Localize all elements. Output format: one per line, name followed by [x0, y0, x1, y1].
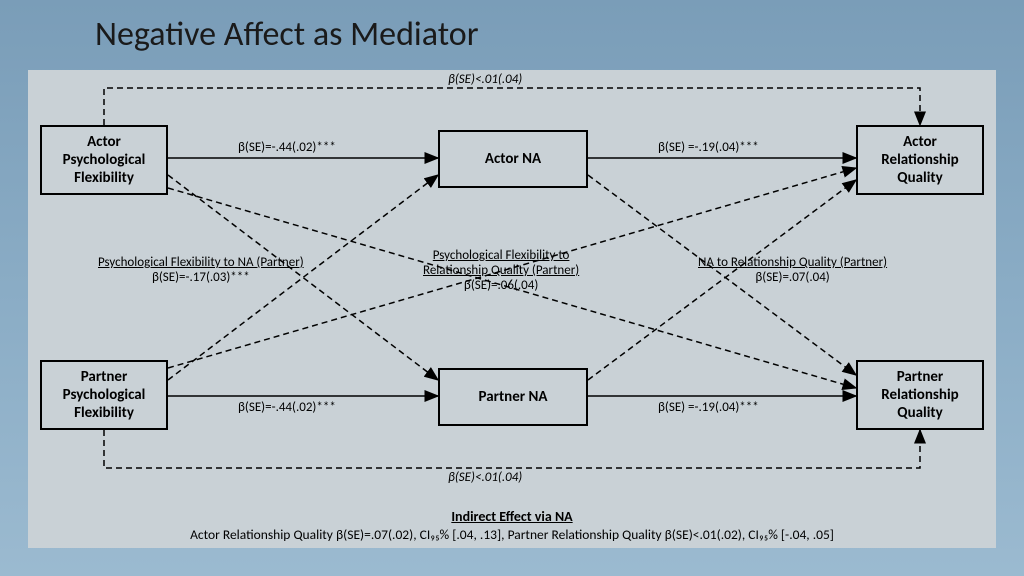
mediation-diagram: ActorPsychologicalFlexibility PartnerPsy… [28, 70, 996, 548]
coef-cross-na-rq: NA to Relationship Quality (Partner) β(S… [698, 255, 887, 285]
slide-title: Negative Affect as Mediator [0, 0, 1024, 55]
node-partner-na: Partner NA [438, 368, 588, 426]
node-partner-rq: PartnerRelationshipQuality [856, 360, 984, 430]
indirect-effect-title: Indirect Effect via NA [28, 508, 996, 525]
node-actor-na: Actor NA [438, 130, 588, 188]
node-partner-pf: PartnerPsychologicalFlexibility [40, 360, 168, 430]
coef-na-rq-actor: β(SE) =-.19(.04)*** [658, 140, 759, 155]
coef-pf-na-actor: β(SE)=-.44(.02)*** [238, 140, 336, 155]
node-actor-rq: ActorRelationshipQuality [856, 125, 984, 195]
node-actor-pf: ActorPsychologicalFlexibility [40, 125, 168, 195]
coef-na-rq-partner: β(SE) =-.19(.04)*** [658, 400, 759, 415]
coef-top-direct: β(SE)<.01(.04) [448, 72, 522, 87]
indirect-effect-values: Actor Relationship Quality β(SE)=.07(.02… [28, 526, 996, 543]
coef-pf-na-partner: β(SE)=-.44(.02)*** [238, 400, 336, 415]
coef-cross-pf-na: Psychological Flexibility to NA (Partner… [98, 255, 304, 285]
coef-bottom-direct: β(SE)<.01(.04) [448, 470, 522, 485]
coef-cross-pf-rq: Psychological Flexibility to Relationshi… [423, 248, 579, 293]
